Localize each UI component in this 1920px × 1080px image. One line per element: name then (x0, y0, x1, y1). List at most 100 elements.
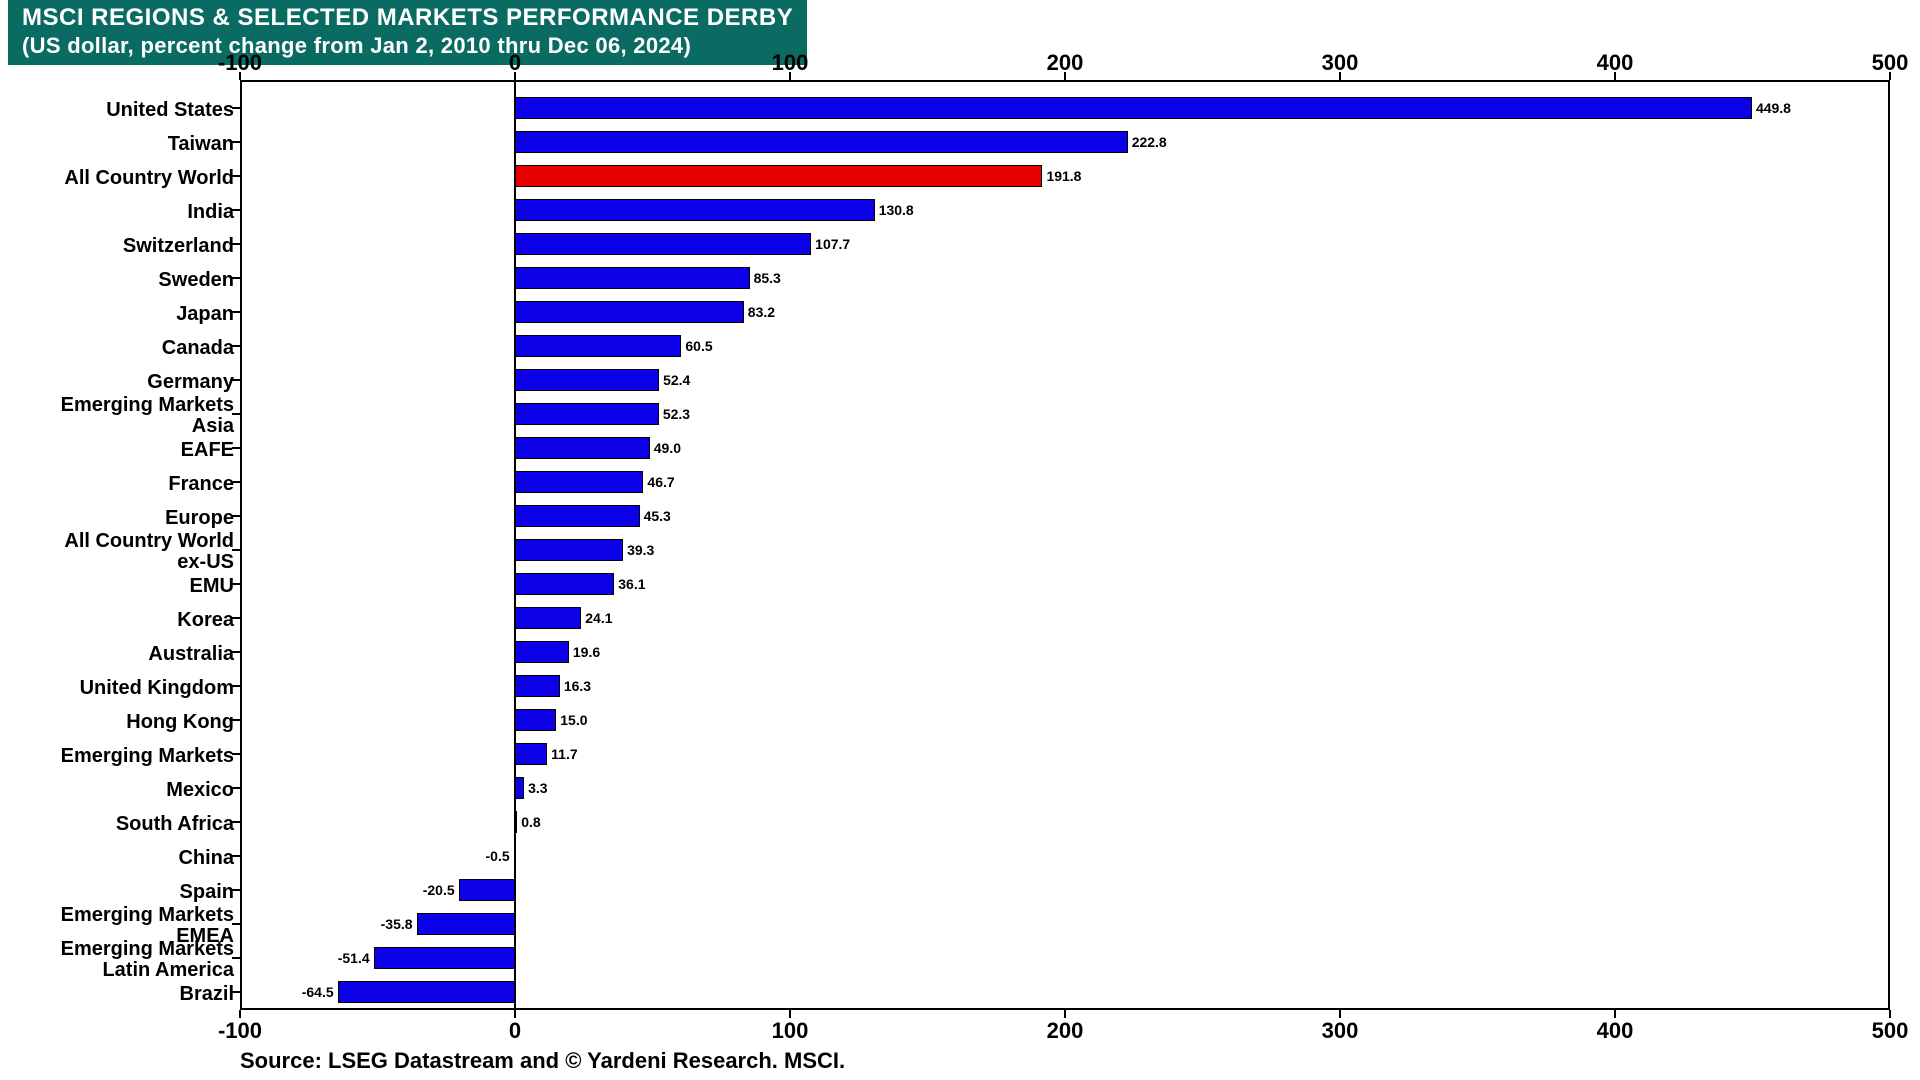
value-label: 46.7 (647, 474, 674, 490)
category-label: Sweden (158, 270, 234, 291)
x-tick-mark-bottom (239, 1010, 241, 1018)
y-tick-mark (232, 855, 240, 857)
category-label: All Country World ex-US (64, 531, 234, 573)
x-tick-bottom: 500 (1872, 1018, 1909, 1044)
y-tick-mark (232, 889, 240, 891)
bar (515, 743, 547, 765)
x-tick-mark-top (239, 72, 241, 80)
x-tick-mark-bottom (1614, 1010, 1616, 1018)
chart-root: MSCI REGIONS & SELECTED MARKETS PERFORMA… (0, 0, 1920, 1080)
bar (515, 97, 1752, 119)
y-tick-mark (232, 719, 240, 721)
value-label: -51.4 (338, 950, 370, 966)
y-tick-mark (232, 243, 240, 245)
category-label: Australia (148, 644, 234, 665)
y-tick-mark (232, 549, 240, 551)
value-label: 19.6 (573, 644, 600, 660)
x-tick-bottom: 100 (772, 1018, 809, 1044)
value-label: 222.8 (1132, 134, 1167, 150)
bar (515, 675, 560, 697)
bar (515, 539, 623, 561)
y-tick-mark (232, 379, 240, 381)
y-tick-mark (232, 107, 240, 109)
category-label: China (178, 848, 234, 869)
x-tick-bottom: 200 (1047, 1018, 1084, 1044)
value-label: 3.3 (528, 780, 547, 796)
y-tick-mark (232, 413, 240, 415)
value-label: -64.5 (302, 984, 334, 1000)
chart-title-line1: MSCI REGIONS & SELECTED MARKETS PERFORMA… (22, 4, 793, 33)
category-label: Hong Kong (126, 712, 234, 733)
x-tick-mark-bottom (1064, 1010, 1066, 1018)
bar (515, 165, 1042, 187)
value-label: -0.5 (486, 848, 510, 864)
category-label: United Kingdom (80, 678, 234, 699)
bar (515, 335, 681, 357)
x-tick-mark-top (1889, 72, 1891, 80)
x-tick-mark-bottom (1889, 1010, 1891, 1018)
bar (515, 505, 640, 527)
y-tick-mark (232, 345, 240, 347)
bar (515, 437, 650, 459)
bar (338, 981, 515, 1003)
category-label: Taiwan (168, 134, 234, 155)
bar (515, 267, 750, 289)
value-label: 83.2 (748, 304, 775, 320)
x-tick-bottom: 0 (509, 1018, 521, 1044)
category-label: Canada (162, 338, 234, 359)
value-label: 52.4 (663, 372, 690, 388)
bar (515, 301, 744, 323)
bar (515, 641, 569, 663)
bar (374, 947, 515, 969)
value-label: 49.0 (654, 440, 681, 456)
bar (515, 607, 581, 629)
bar (515, 811, 517, 833)
x-tick-bottom: -100 (218, 1018, 262, 1044)
value-label: 449.8 (1756, 100, 1791, 116)
y-tick-mark (232, 923, 240, 925)
value-label: 15.0 (560, 712, 587, 728)
category-label: Japan (176, 304, 234, 325)
y-tick-mark (232, 447, 240, 449)
category-label: United States (106, 100, 234, 121)
x-tick-mark-top (1339, 72, 1341, 80)
value-label: 107.7 (815, 236, 850, 252)
category-label: Emerging Markets Latin America (61, 939, 234, 981)
y-tick-mark (232, 175, 240, 177)
bar (515, 709, 556, 731)
chart-title-box: MSCI REGIONS & SELECTED MARKETS PERFORMA… (8, 0, 807, 65)
category-label: India (187, 202, 234, 223)
x-tick-mark-top (1614, 72, 1616, 80)
x-tick-bottom: 300 (1322, 1018, 1359, 1044)
bar (515, 199, 875, 221)
y-tick-mark (232, 209, 240, 211)
bar (515, 777, 524, 799)
category-label: All Country World (64, 168, 234, 189)
source-attribution: Source: LSEG Datastream and © Yardeni Re… (240, 1048, 845, 1074)
bar (515, 573, 614, 595)
value-label: 52.3 (663, 406, 690, 422)
y-tick-mark (232, 277, 240, 279)
bar (514, 845, 516, 867)
y-tick-mark (232, 583, 240, 585)
x-tick-mark-bottom (1339, 1010, 1341, 1018)
category-label: Mexico (166, 780, 234, 801)
y-tick-mark (232, 651, 240, 653)
category-label: Brazil (180, 984, 234, 1005)
category-label: Spain (180, 882, 234, 903)
category-label: Emerging Markets Asia (61, 395, 234, 437)
y-tick-mark (232, 141, 240, 143)
bar (515, 403, 659, 425)
category-label: Korea (177, 610, 234, 631)
bar (515, 369, 659, 391)
value-label: 45.3 (644, 508, 671, 524)
y-tick-mark (232, 991, 240, 993)
value-label: -20.5 (423, 882, 455, 898)
category-label: Germany (147, 372, 234, 393)
category-label: Emerging Markets (61, 746, 234, 767)
category-label: France (168, 474, 234, 495)
x-tick-mark-top (789, 72, 791, 80)
value-label: 130.8 (879, 202, 914, 218)
x-tick-mark-bottom (514, 1010, 516, 1018)
value-label: 39.3 (627, 542, 654, 558)
